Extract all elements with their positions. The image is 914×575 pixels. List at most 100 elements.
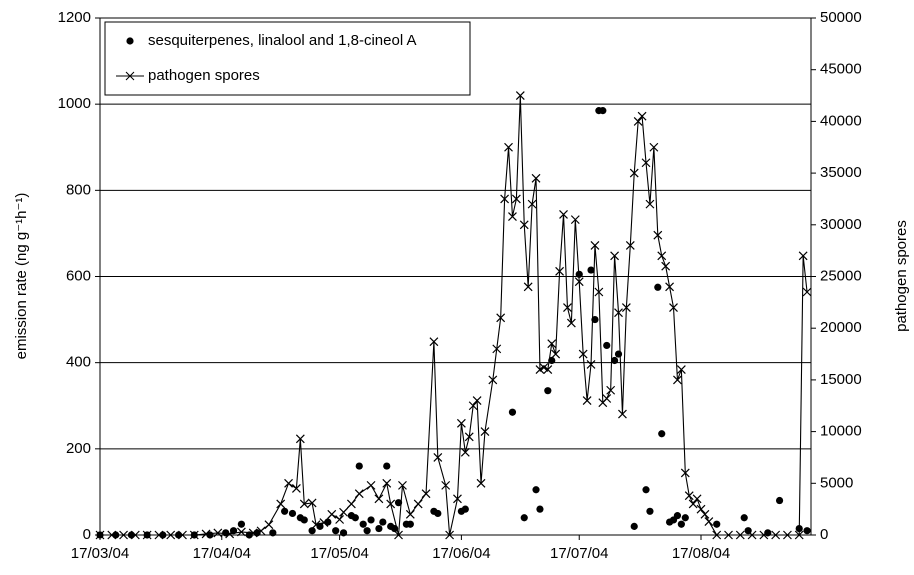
point bbox=[775, 496, 784, 505]
marker bbox=[794, 530, 804, 540]
marker bbox=[354, 489, 364, 499]
marker bbox=[248, 528, 258, 538]
y2-tick-label: 50000 bbox=[820, 9, 862, 26]
y2-tick-label: 10000 bbox=[820, 423, 862, 440]
marker bbox=[319, 518, 329, 528]
point bbox=[587, 266, 595, 274]
point bbox=[406, 520, 414, 528]
marker bbox=[637, 111, 647, 121]
y2-tick-label: 45000 bbox=[820, 61, 862, 78]
marker bbox=[594, 287, 604, 297]
point bbox=[351, 514, 359, 522]
marker bbox=[621, 303, 631, 312]
marker bbox=[335, 515, 345, 524]
point bbox=[740, 514, 748, 522]
marker bbox=[747, 530, 757, 540]
marker bbox=[178, 530, 187, 540]
marker bbox=[574, 277, 584, 287]
marker bbox=[688, 499, 698, 509]
marker bbox=[307, 498, 317, 508]
point bbox=[383, 462, 391, 470]
marker bbox=[645, 199, 655, 209]
marker bbox=[680, 468, 690, 478]
marker bbox=[519, 220, 529, 230]
marker bbox=[225, 529, 235, 539]
legend-box bbox=[104, 21, 471, 96]
marker bbox=[657, 251, 667, 261]
marker bbox=[130, 530, 140, 540]
marker bbox=[464, 432, 474, 442]
point bbox=[332, 527, 340, 535]
point bbox=[658, 430, 666, 438]
marker bbox=[346, 499, 356, 509]
plot-frame bbox=[99, 17, 812, 536]
marker bbox=[394, 530, 403, 540]
marker bbox=[629, 168, 639, 178]
point bbox=[359, 520, 367, 528]
marker bbox=[653, 230, 663, 240]
marker bbox=[413, 499, 423, 509]
point bbox=[375, 524, 383, 533]
point bbox=[355, 462, 363, 470]
marker bbox=[327, 509, 337, 519]
marker bbox=[441, 480, 451, 490]
marker bbox=[610, 251, 620, 261]
point bbox=[614, 350, 623, 358]
marker bbox=[276, 499, 286, 509]
marker bbox=[472, 396, 482, 406]
marker bbox=[633, 116, 643, 126]
point bbox=[673, 512, 682, 520]
marker bbox=[570, 215, 580, 225]
marker bbox=[264, 520, 274, 530]
marker bbox=[496, 313, 506, 323]
marker bbox=[527, 199, 537, 209]
marker bbox=[625, 241, 635, 250]
marker bbox=[142, 530, 152, 540]
y2-tick-label: 15000 bbox=[820, 371, 862, 388]
legend-label: pathogen spores bbox=[148, 67, 260, 84]
marker bbox=[523, 282, 533, 292]
marker bbox=[684, 491, 694, 501]
marker bbox=[511, 194, 521, 204]
point bbox=[713, 520, 721, 528]
point bbox=[308, 527, 316, 535]
y-tick-label: 600 bbox=[66, 267, 91, 284]
marker bbox=[95, 530, 105, 540]
marker bbox=[555, 266, 565, 276]
x-tick-label: 17/04/04 bbox=[193, 545, 251, 562]
point bbox=[237, 520, 246, 528]
marker bbox=[386, 499, 396, 509]
marker bbox=[559, 210, 568, 219]
point bbox=[461, 505, 469, 513]
y-axis-label: emission rate (ng g⁻¹h⁻¹) bbox=[13, 193, 30, 360]
marker bbox=[284, 478, 293, 488]
marker bbox=[468, 401, 478, 411]
legend-symbol bbox=[125, 71, 135, 81]
marker bbox=[421, 489, 431, 499]
marker bbox=[649, 142, 659, 152]
point bbox=[363, 527, 371, 535]
marker bbox=[712, 530, 722, 540]
point bbox=[677, 520, 685, 528]
marker bbox=[445, 530, 455, 540]
y2-tick-label: 30000 bbox=[820, 216, 862, 233]
marker bbox=[453, 494, 462, 504]
point bbox=[603, 341, 611, 350]
marker bbox=[508, 212, 517, 221]
point bbox=[536, 505, 544, 513]
marker bbox=[476, 478, 486, 488]
marker bbox=[398, 480, 407, 490]
marker bbox=[154, 530, 164, 540]
marker bbox=[405, 509, 415, 519]
point bbox=[434, 509, 442, 518]
marker bbox=[586, 359, 596, 369]
marker bbox=[735, 530, 745, 540]
x-tick-label: 17/05/04 bbox=[310, 545, 368, 562]
marker bbox=[119, 530, 128, 540]
point bbox=[599, 107, 607, 115]
marker bbox=[783, 530, 792, 540]
marker bbox=[618, 409, 627, 419]
point bbox=[367, 516, 375, 524]
marker bbox=[641, 158, 651, 168]
